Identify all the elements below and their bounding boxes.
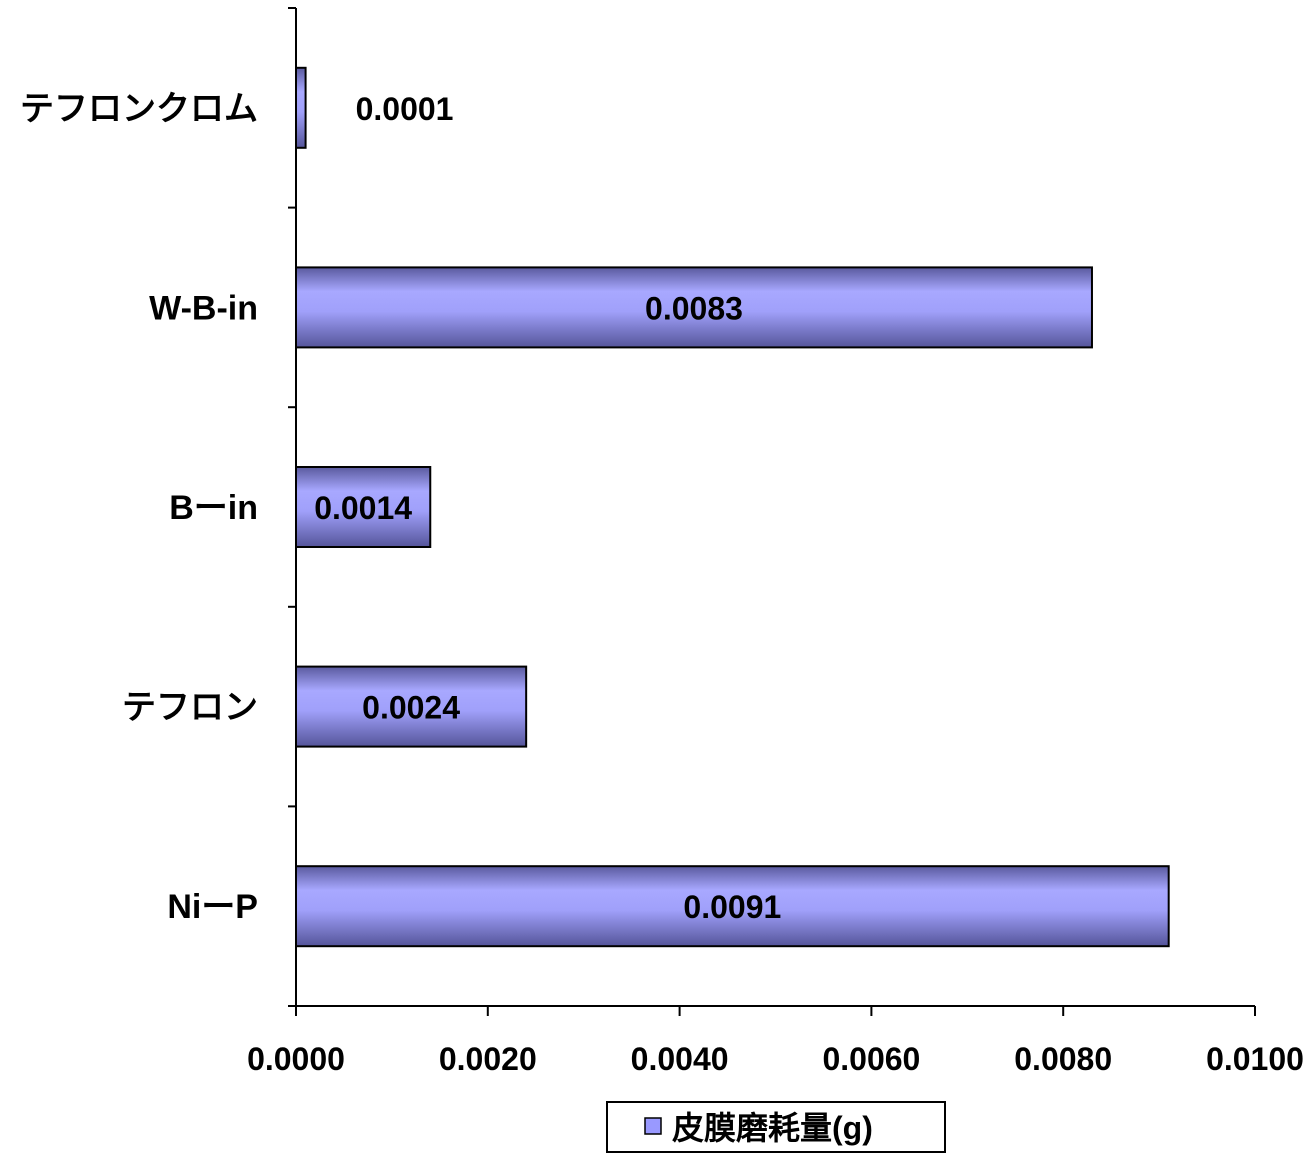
x-tick-label-3: 0.0060: [822, 1041, 920, 1077]
bar-2: [295, 466, 432, 548]
category-label-1: W-B-in: [149, 289, 258, 327]
x-tick-label-4: 0.0080: [1014, 1041, 1112, 1077]
labels-group: テフロンクロム 0.0001 W-B-in 0.0083 Bーin 0.0014 テフロン 0…: [20, 90, 1304, 1077]
legend-box: [606, 1101, 946, 1153]
category-label-4: NiーP: [167, 888, 258, 926]
data-label-1: 0.0083: [645, 290, 743, 326]
legend-label: 皮膜磨耗量(g): [672, 1110, 873, 1146]
data-label-2: 0.0014: [314, 490, 412, 526]
category-label-2: Bーin: [169, 489, 258, 527]
legend-swatch: [644, 1117, 662, 1135]
x-tick-label-5: 0.0100: [1206, 1041, 1304, 1077]
bars-group: [295, 66, 1170, 948]
bar-3: [295, 665, 528, 748]
x-tick-label-2: 0.0040: [631, 1041, 729, 1077]
x-tick-label-1: 0.0020: [439, 1041, 537, 1077]
data-label-0: 0.0001: [356, 91, 454, 127]
legend: 皮膜磨耗量(g): [606, 1101, 946, 1153]
category-label-0: テフロンクロム: [20, 90, 258, 128]
x-tick-label-0: 0.0000: [247, 1041, 345, 1077]
axes-group: [288, 7, 1256, 1016]
data-label-4: 0.0091: [683, 889, 781, 925]
data-label-3: 0.0024: [362, 690, 460, 726]
category-label-3: テフロン: [122, 689, 258, 727]
bar-1: [295, 266, 1093, 349]
bar-0: [295, 66, 307, 149]
bar-4: [295, 865, 1170, 948]
